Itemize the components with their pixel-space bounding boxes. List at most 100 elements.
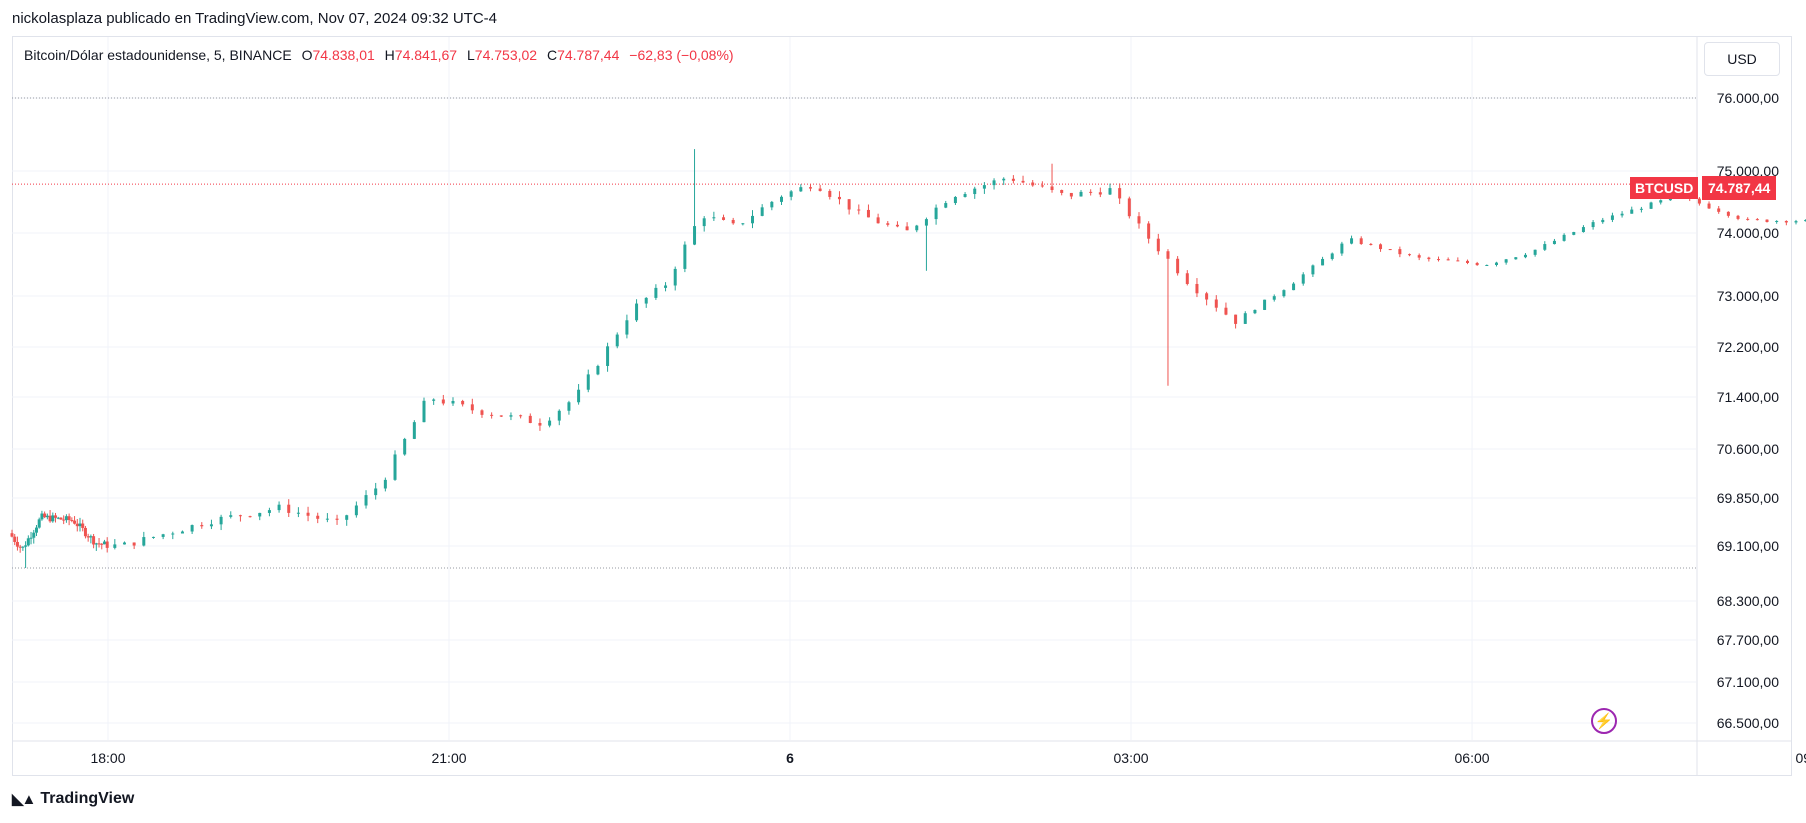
x-tick-label: 21:00 bbox=[431, 750, 466, 766]
candle-body bbox=[934, 207, 938, 220]
x-tick-label: 03:00 bbox=[1114, 750, 1149, 766]
candle-body bbox=[54, 515, 58, 518]
candle-body bbox=[1243, 313, 1247, 324]
candle-body bbox=[963, 194, 967, 197]
y-tick-label: 74.000,00 bbox=[1717, 225, 1779, 241]
publisher-line: nickolasplaza publicado en TradingView.c… bbox=[12, 10, 498, 27]
candle-body bbox=[190, 525, 194, 532]
candle-body bbox=[751, 215, 755, 224]
last-price-tag: 74.787,44 bbox=[1702, 176, 1777, 200]
symbol-label[interactable]: Bitcoin/Dólar estadounidense, 5, BINANCE bbox=[24, 47, 292, 63]
candle-body bbox=[1543, 244, 1547, 250]
chart-frame[interactable] bbox=[12, 36, 1792, 776]
y-tick-label: 76.000,00 bbox=[1717, 90, 1779, 106]
close-value: 74.787,44 bbox=[557, 47, 620, 63]
candle-body bbox=[702, 218, 706, 227]
candle-body bbox=[606, 346, 610, 366]
candle-body bbox=[1707, 203, 1711, 209]
y-tick-label: 71.400,00 bbox=[1717, 389, 1779, 405]
candle-body bbox=[857, 209, 861, 211]
candle-body bbox=[64, 516, 68, 521]
candle-body bbox=[1011, 178, 1015, 181]
candle-body bbox=[1746, 218, 1750, 220]
candle-body bbox=[1456, 260, 1460, 262]
candle-body bbox=[48, 515, 52, 522]
candle-body bbox=[29, 537, 33, 539]
candle-body bbox=[519, 415, 523, 417]
candle-body bbox=[83, 527, 87, 537]
y-tick-label: 73.000,00 bbox=[1717, 288, 1779, 304]
candle-body bbox=[1533, 249, 1537, 255]
y-tick-label: 67.700,00 bbox=[1717, 632, 1779, 648]
candle-body bbox=[924, 219, 928, 226]
candle-body bbox=[712, 217, 716, 219]
candle-body bbox=[432, 399, 436, 401]
open-value: 74.838,01 bbox=[312, 47, 375, 63]
candle-body bbox=[56, 517, 60, 519]
candle-body bbox=[13, 536, 17, 542]
candle-body bbox=[1446, 259, 1450, 261]
candle-body bbox=[15, 541, 19, 547]
candle-body bbox=[1321, 258, 1325, 266]
candle-body bbox=[105, 541, 109, 548]
high-value: 74.841,67 bbox=[394, 47, 458, 63]
candle-body bbox=[828, 190, 832, 197]
candle-body bbox=[1736, 215, 1740, 219]
candle-body bbox=[422, 400, 426, 423]
candle-body bbox=[364, 495, 368, 506]
candle-body bbox=[1630, 209, 1634, 214]
brand-text: TradingView bbox=[40, 790, 135, 807]
lightning-icon[interactable]: ⚡ bbox=[1591, 708, 1617, 734]
candle-body bbox=[1485, 265, 1489, 267]
candle-body bbox=[86, 536, 90, 538]
candle-body bbox=[412, 422, 416, 439]
candle-body bbox=[789, 191, 793, 197]
close-label: C bbox=[546, 47, 558, 63]
candle-body bbox=[1282, 290, 1286, 297]
candle-body bbox=[1775, 220, 1779, 223]
candle-body bbox=[171, 533, 175, 535]
candle-body bbox=[760, 207, 764, 216]
candle-body bbox=[1311, 265, 1315, 275]
candle-body bbox=[258, 512, 262, 517]
candle-body bbox=[1639, 208, 1643, 210]
candle-body bbox=[567, 402, 571, 411]
y-tick-label: 68.300,00 bbox=[1717, 593, 1779, 609]
candle-body bbox=[132, 542, 136, 546]
candle-body bbox=[876, 217, 880, 224]
candle-body bbox=[10, 533, 14, 537]
candle-body bbox=[161, 534, 165, 537]
candle-body bbox=[1697, 198, 1701, 204]
low-label: L bbox=[466, 47, 475, 63]
candle-body bbox=[94, 543, 98, 545]
candle-body bbox=[296, 512, 300, 514]
candle-body bbox=[644, 297, 648, 304]
symbol-price-tag: BTCUSD bbox=[1630, 177, 1699, 199]
currency-button[interactable]: USD bbox=[1704, 42, 1780, 76]
candle-body bbox=[1369, 243, 1373, 245]
footer-brand[interactable]: ◣▲ TradingView bbox=[12, 790, 134, 808]
candle-body bbox=[1514, 257, 1518, 260]
high-label: H bbox=[384, 47, 395, 63]
candle-body bbox=[32, 532, 36, 538]
candle-body bbox=[905, 226, 909, 231]
candle-body bbox=[470, 404, 474, 411]
candle-body bbox=[335, 518, 339, 520]
candle-body bbox=[973, 188, 977, 195]
candle-body bbox=[1340, 243, 1344, 254]
candle-body bbox=[345, 515, 349, 520]
candle-body bbox=[102, 541, 106, 545]
candle-body bbox=[1050, 186, 1054, 191]
candle-body bbox=[1021, 180, 1025, 183]
candle-body bbox=[374, 488, 378, 496]
candle-body bbox=[722, 217, 726, 220]
open-label: O bbox=[301, 47, 313, 63]
candle-body bbox=[1427, 257, 1431, 260]
candle-body bbox=[1379, 244, 1383, 250]
x-tick-label: 06:00 bbox=[1455, 750, 1490, 766]
candle-body bbox=[1494, 262, 1498, 266]
candle-body bbox=[51, 515, 55, 522]
candle-body bbox=[34, 527, 38, 533]
candle-body bbox=[799, 187, 803, 192]
